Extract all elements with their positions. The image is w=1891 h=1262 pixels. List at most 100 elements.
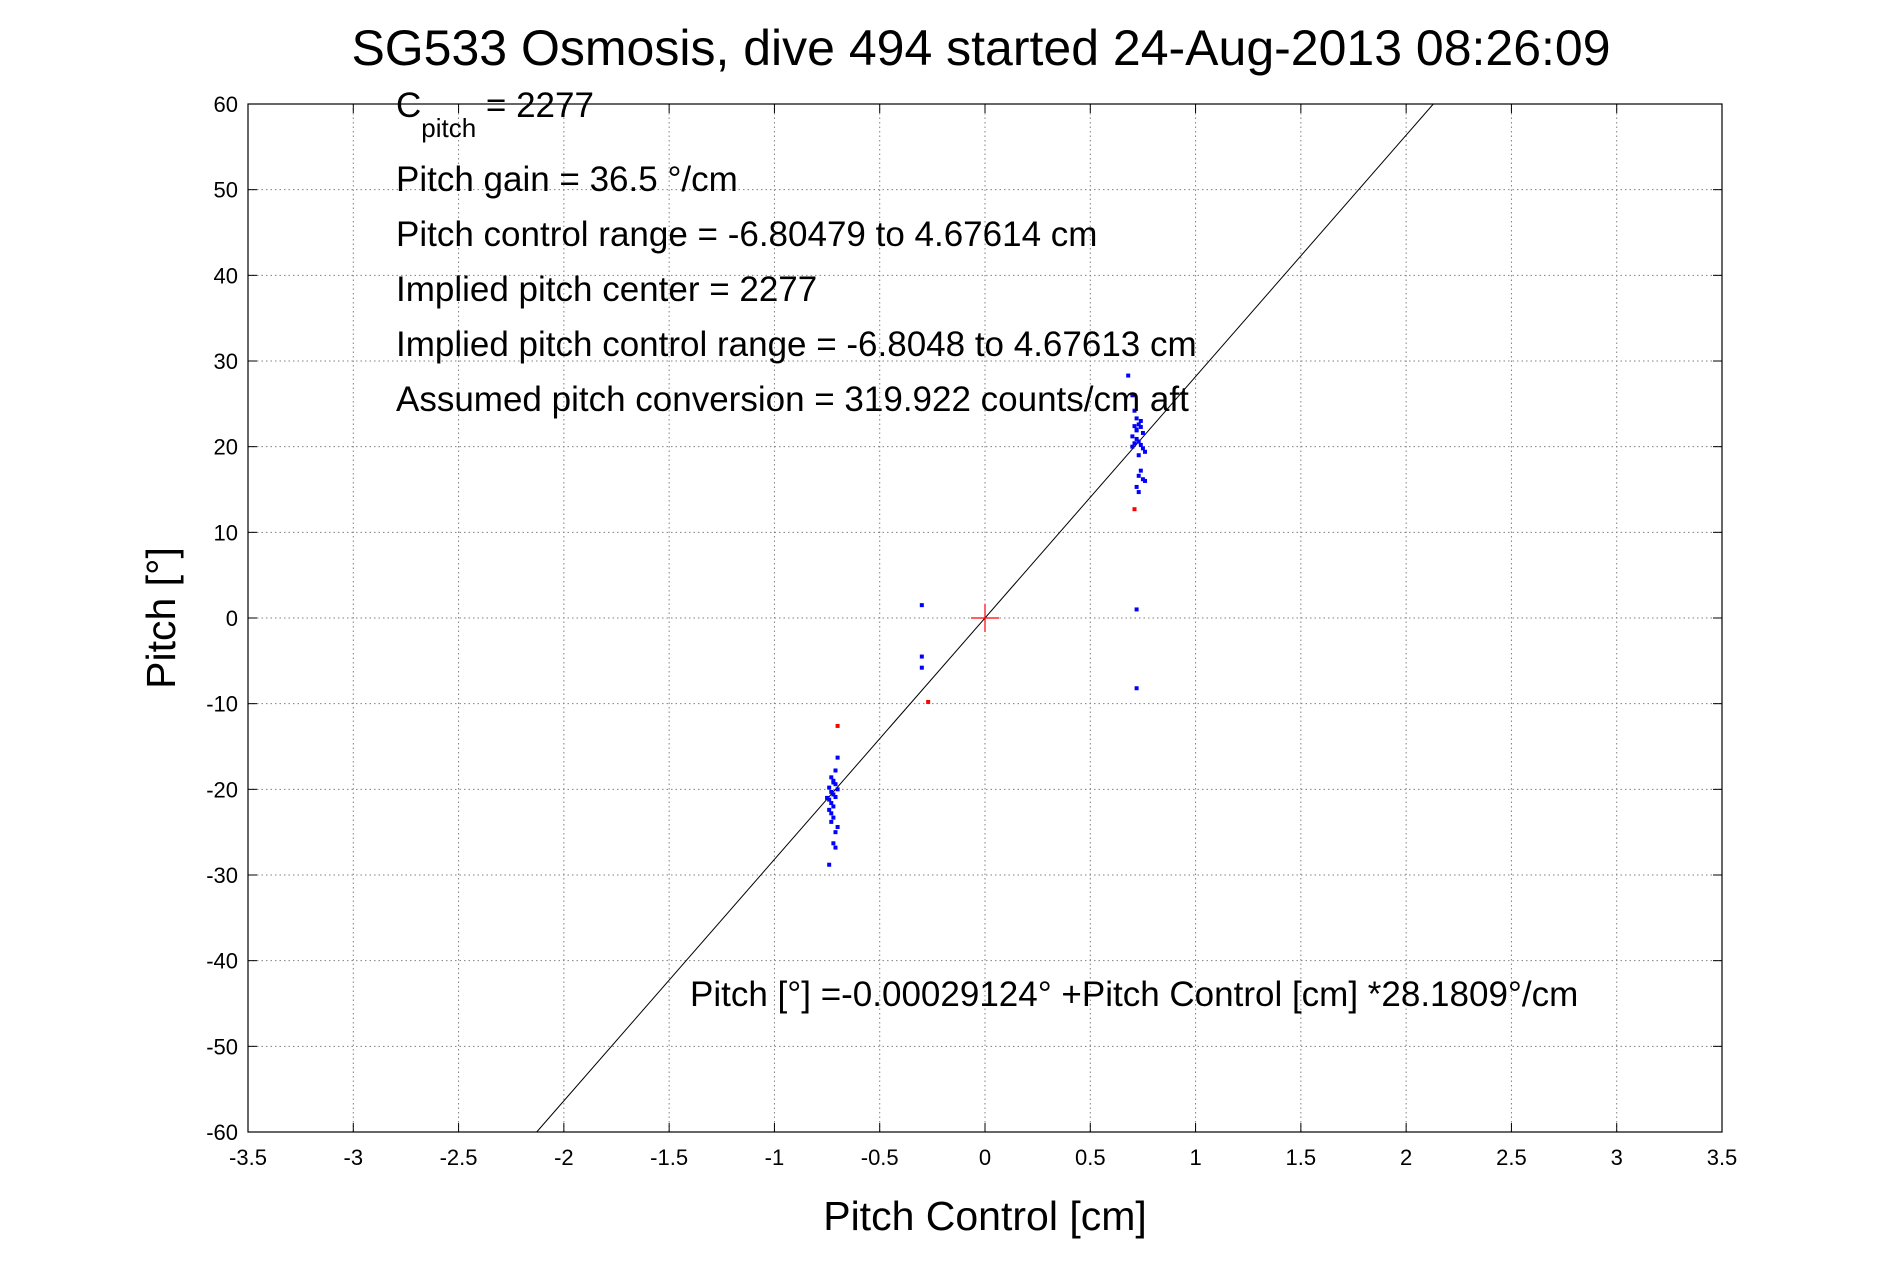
implied-pitch-control-range-annotation: Implied pitch control range = -6.8048 to… (396, 325, 1197, 364)
data-point (1136, 490, 1141, 495)
y-tick-label: 30 (214, 349, 238, 374)
data-point (1136, 453, 1141, 458)
pitch-control-range-annotation: Pitch control range = -6.80479 to 4.6761… (396, 215, 1097, 254)
data-point (835, 723, 840, 728)
data-point (825, 795, 830, 800)
data-point (827, 797, 832, 802)
y-tick-label: 40 (214, 263, 238, 288)
data-point (1143, 449, 1148, 454)
data-point (1140, 446, 1145, 451)
data-point (831, 780, 836, 785)
y-tick-label: -20 (206, 777, 238, 802)
x-tick-label: 1 (1189, 1145, 1201, 1170)
data-point (1134, 686, 1139, 691)
data-point (1126, 373, 1131, 378)
x-tick-label: 3.5 (1707, 1145, 1738, 1170)
data-point (1136, 439, 1141, 444)
data-point (1134, 436, 1139, 441)
data-point (829, 811, 834, 816)
c-pitch-symbol: C (396, 86, 421, 125)
data-point (833, 795, 838, 800)
x-axis-ticks: -3.5 -3 -2.5 -2 -1.5 -1 -0.5 0 0.5 1 1.5 2 2.5 3 3.5 (229, 104, 1737, 1170)
data-points (825, 373, 1148, 867)
data-point (833, 768, 838, 773)
c-pitch-value: = 2277 (476, 86, 594, 125)
data-point (1138, 418, 1143, 423)
data-point (1136, 422, 1141, 427)
data-point (833, 845, 838, 850)
data-point (827, 785, 832, 790)
x-tick-label: 2.5 (1496, 1145, 1527, 1170)
assumed-pitch-conversion-annotation: Assumed pitch conversion = 319.922 count… (396, 380, 1189, 419)
pitch-gain-annotation: Pitch gain = 36.5 °/cm (396, 160, 738, 199)
data-point (831, 815, 836, 820)
x-tick-label: -1 (765, 1145, 785, 1170)
data-point (1134, 416, 1139, 421)
data-point (1134, 428, 1139, 433)
data-point (919, 665, 924, 670)
data-point (831, 841, 836, 846)
data-point (1143, 478, 1148, 483)
data-point (835, 787, 840, 792)
data-point (835, 825, 840, 830)
fit-equation-annotation: Pitch [°] =-0.00029124° +Pitch Control [… (690, 975, 1578, 1014)
x-axis-label: Pitch Control [cm] (823, 1193, 1147, 1239)
data-point (835, 755, 840, 760)
x-tick-label: -3.5 (229, 1145, 267, 1170)
data-point (831, 804, 836, 809)
y-tick-label: -30 (206, 863, 238, 888)
data-point (829, 775, 834, 780)
data-point (1138, 424, 1143, 429)
x-tick-label: 3 (1611, 1145, 1623, 1170)
chart-title: SG533 Osmosis, dive 494 started 24-Aug-2… (351, 20, 1610, 76)
x-tick-label: -2.5 (440, 1145, 478, 1170)
c-pitch-subscript: pitch (421, 113, 476, 143)
implied-pitch-center-annotation: Implied pitch center = 2277 (396, 270, 817, 309)
center-marker-layer (971, 604, 999, 632)
c-pitch-annotation: Cpitch = 2277 (396, 86, 594, 143)
x-tick-label: 0.5 (1075, 1145, 1106, 1170)
y-tick-label: 50 (214, 178, 238, 203)
data-point (1134, 607, 1139, 612)
data-point (919, 654, 924, 659)
x-tick-label: -2 (554, 1145, 574, 1170)
data-point (1140, 477, 1145, 482)
y-tick-label: -50 (206, 1034, 238, 1059)
data-point (1136, 473, 1141, 478)
y-tick-label: 60 (214, 92, 238, 117)
data-point (831, 792, 836, 797)
x-tick-label: 1.5 (1286, 1145, 1317, 1170)
data-point (1132, 408, 1137, 413)
y-axis-ticks: -60 -50 -40 -30 -20 -10 0 10 20 30 40 50 60 (206, 92, 1722, 1145)
data-point (1134, 484, 1139, 489)
x-tick-label: 0 (979, 1145, 991, 1170)
data-point (1138, 442, 1143, 447)
x-tick-label: 2 (1400, 1145, 1412, 1170)
data-point (827, 807, 832, 812)
data-point (919, 603, 924, 608)
y-tick-label: -60 (206, 1120, 238, 1145)
x-tick-label: -0.5 (861, 1145, 899, 1170)
y-tick-label: -40 (206, 949, 238, 974)
x-tick-label: -1.5 (650, 1145, 688, 1170)
y-axis-label: Pitch [°] (138, 547, 184, 689)
data-point (1132, 441, 1137, 446)
y-tick-label: 10 (214, 520, 238, 545)
data-point (829, 801, 834, 806)
data-point (1132, 507, 1137, 512)
data-point (833, 782, 838, 787)
x-tick-label: -3 (344, 1145, 364, 1170)
data-point (926, 699, 931, 704)
data-point (1130, 393, 1135, 398)
data-point (827, 862, 832, 867)
data-point (1132, 424, 1137, 429)
data-point (1130, 444, 1135, 449)
data-point (829, 819, 834, 824)
data-point (1138, 468, 1143, 473)
data-point (1130, 434, 1135, 439)
y-tick-label: 0 (226, 606, 238, 631)
data-point (833, 830, 838, 835)
data-point (1140, 430, 1145, 435)
data-point (829, 789, 834, 794)
